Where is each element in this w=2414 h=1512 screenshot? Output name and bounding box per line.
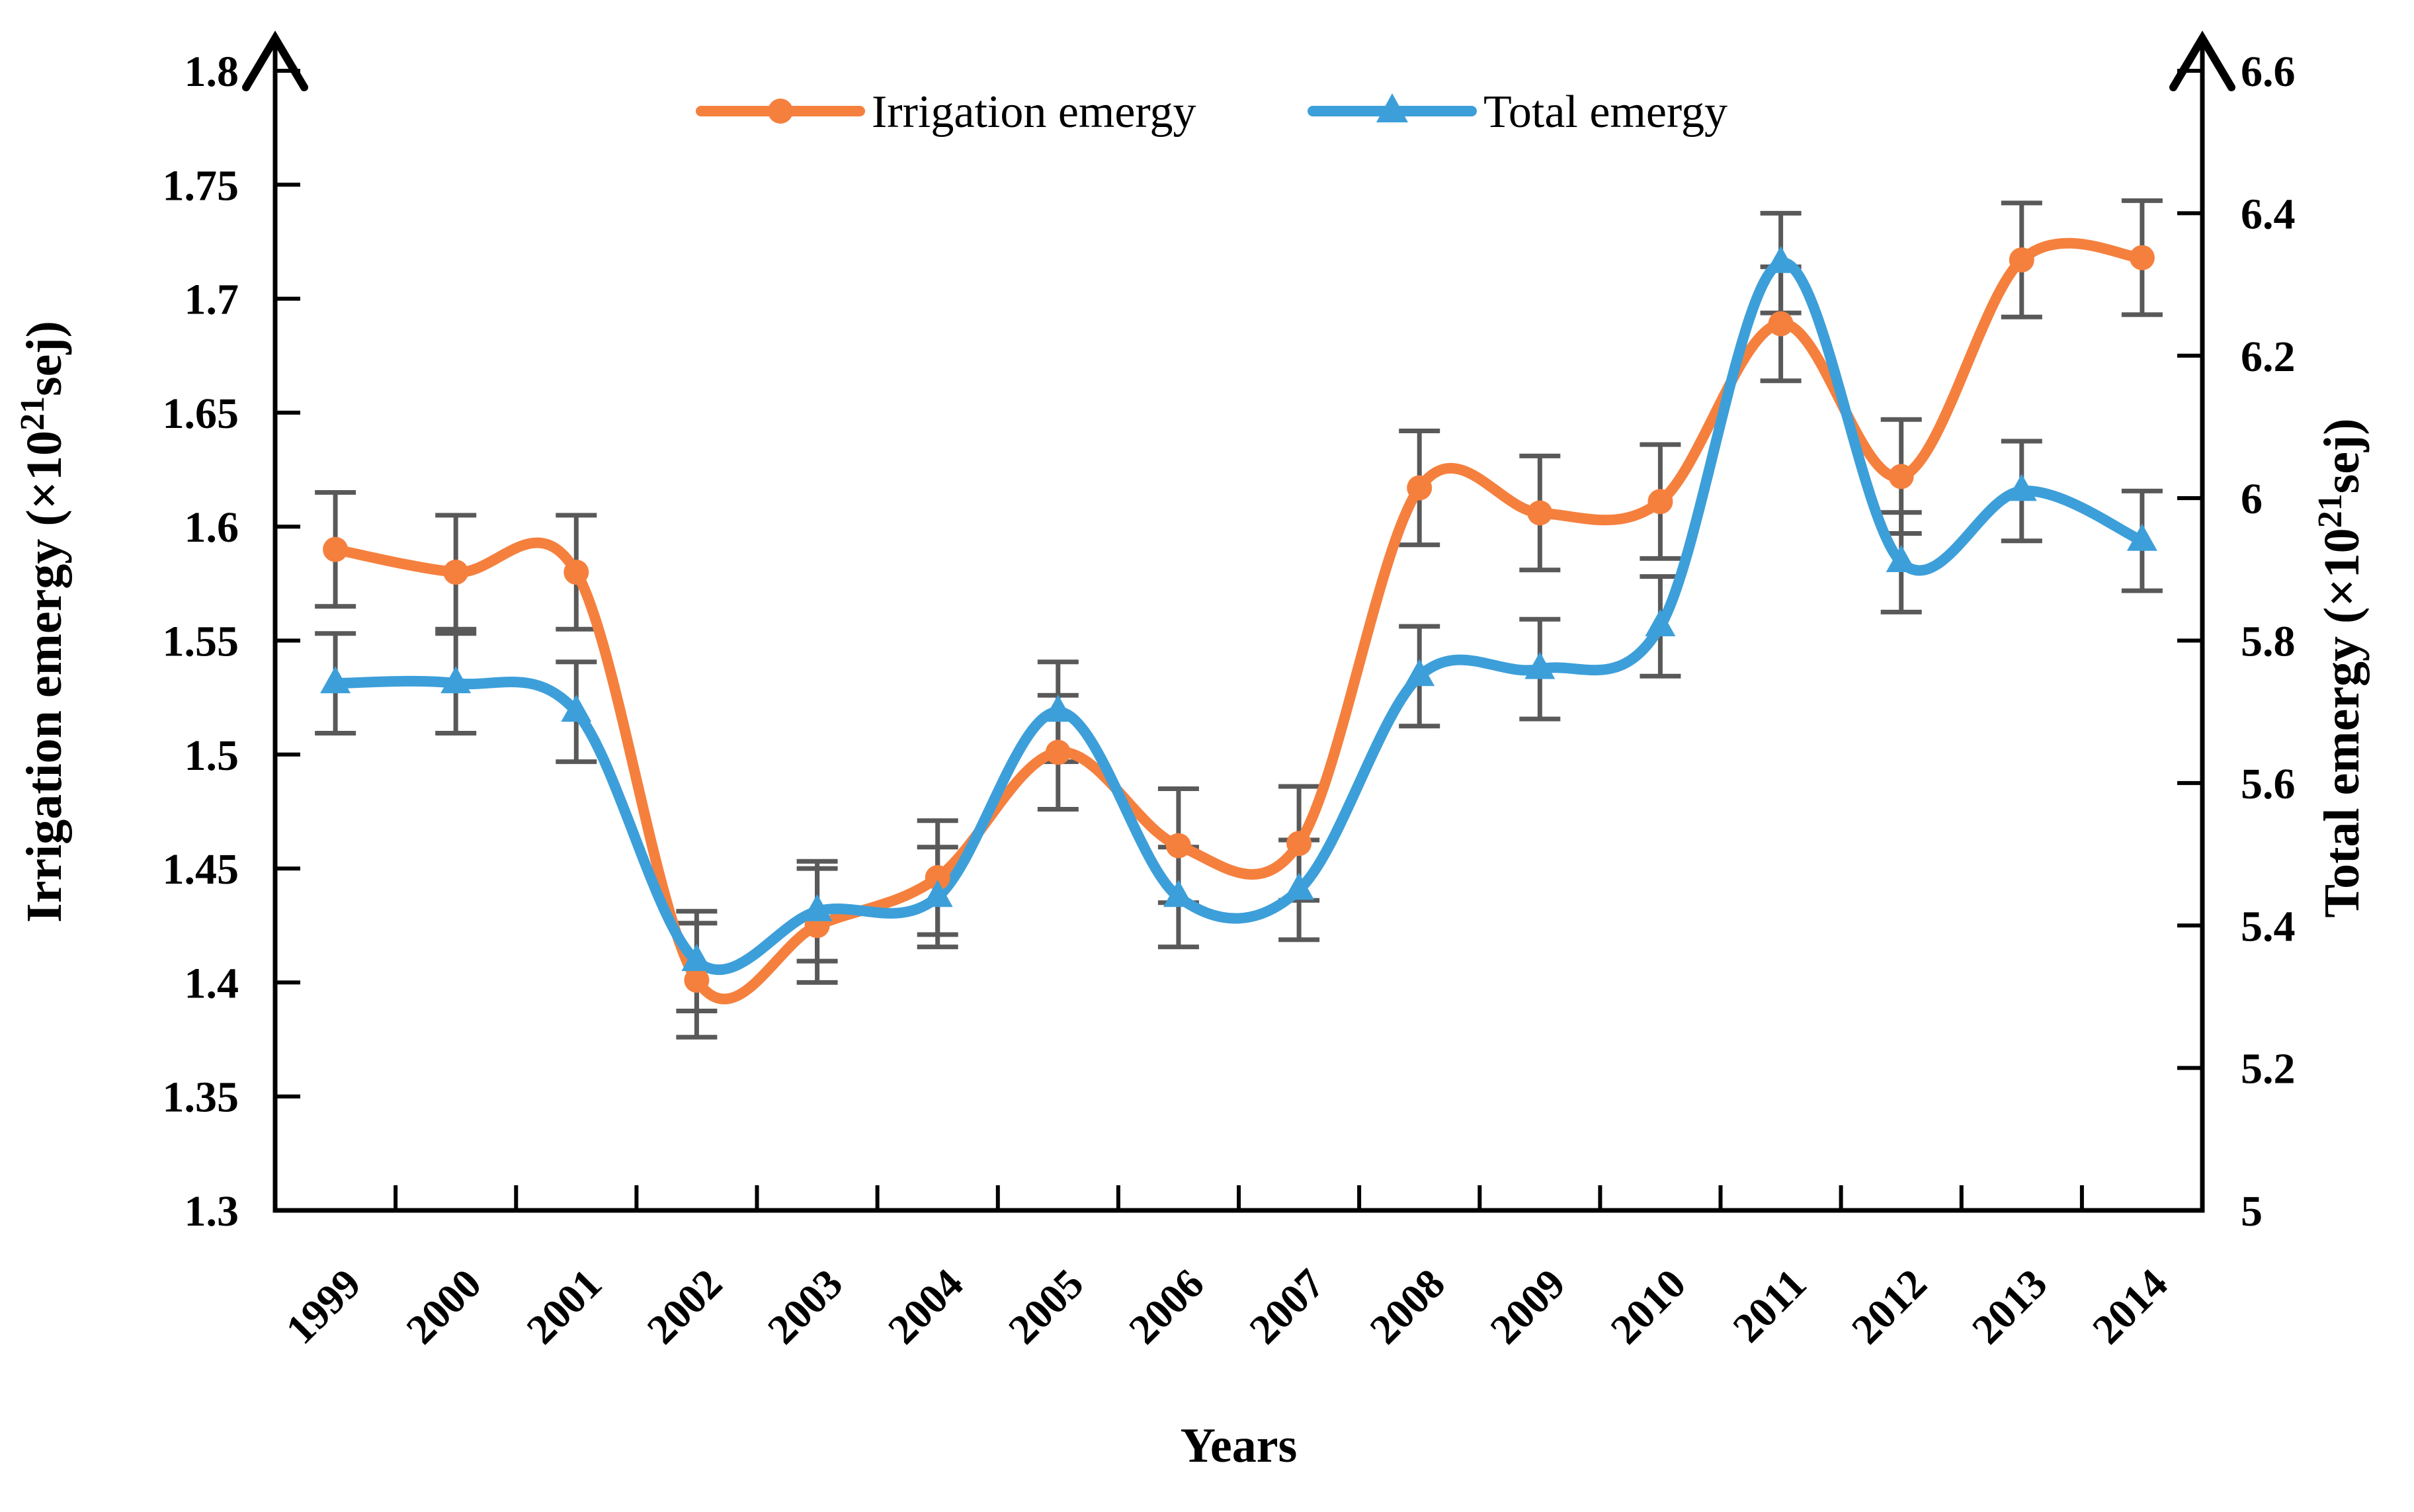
total-marker-triangle-icon bbox=[802, 894, 833, 921]
year-tick-label: 2002 bbox=[638, 1260, 731, 1353]
right-axis-tick-label: 6 bbox=[2241, 475, 2263, 523]
left-axis-tick-label: 1.3 bbox=[185, 1187, 239, 1236]
year-tick-label: 2003 bbox=[759, 1260, 852, 1353]
year-tick-label: 2008 bbox=[1360, 1260, 1454, 1353]
total-marker-triangle-icon bbox=[1524, 651, 1556, 679]
irrigation-marker-circle-icon bbox=[1045, 739, 1071, 765]
irrigation-marker-circle-icon bbox=[1165, 833, 1191, 859]
year-tick-label: 2013 bbox=[1963, 1260, 2056, 1353]
irrigation-marker-circle-icon bbox=[323, 536, 349, 562]
year-tick-label: 2010 bbox=[1602, 1260, 1695, 1353]
total-marker-triangle-icon bbox=[440, 666, 472, 694]
total-marker-triangle-icon bbox=[922, 880, 953, 907]
right-axis-tick-label: 5.2 bbox=[2241, 1045, 2296, 1093]
right-axis-title: Total emergy (×1021sej) bbox=[2311, 418, 2370, 917]
irrigation-marker-circle-icon bbox=[443, 560, 469, 585]
left-axis-tick-label: 1.65 bbox=[163, 390, 239, 438]
legend-item-irrigation: Irrigation emergy bbox=[696, 87, 1196, 138]
tick-labels-layer: 1.8 1.75 1.7 1.65 1.6 1.55 1.5 1.45 1.4 1.35 1.3 6.… bbox=[163, 48, 2296, 1353]
year-tick-label: 2007 bbox=[1240, 1260, 1333, 1353]
legend: Irrigation emergy Total emergy bbox=[696, 87, 1727, 138]
left-axis-tick-label: 1.6 bbox=[185, 503, 239, 552]
axes-layer bbox=[242, 30, 2235, 1213]
total-legend-triangle-icon bbox=[1376, 93, 1408, 122]
year-tick-label: 1999 bbox=[276, 1260, 370, 1353]
year-tick-label: 2009 bbox=[1481, 1260, 1574, 1353]
irrigation-marker-circle-icon bbox=[2009, 247, 2034, 273]
legend-item-total: Total emergy bbox=[1308, 87, 1727, 138]
year-tick-label: 2011 bbox=[1724, 1260, 1815, 1351]
left-axis-tick-label: 1.8 bbox=[185, 48, 239, 96]
total-marker-triangle-icon bbox=[1404, 659, 1435, 687]
irrigation-curve bbox=[330, 237, 2147, 1005]
total-marker-triangle-icon bbox=[1284, 872, 1315, 900]
irrigation-marker-circle-icon bbox=[1286, 831, 1312, 857]
irrigation-legend-circle-icon bbox=[768, 99, 793, 124]
legend-label-total: Total emergy bbox=[1483, 87, 1727, 138]
year-tick-label: 2005 bbox=[999, 1260, 1093, 1353]
year-tick-label: 2012 bbox=[1843, 1260, 1936, 1353]
series-curves-layer bbox=[330, 237, 2147, 1005]
left-axis-tick-label: 1.5 bbox=[185, 732, 239, 780]
right-axis-tick-label: 6.2 bbox=[2241, 333, 2296, 381]
irrigation-marker-circle-icon bbox=[2129, 245, 2155, 271]
total-marker-triangle-icon bbox=[1765, 245, 1796, 273]
year-tick-label: 2014 bbox=[2083, 1260, 2177, 1353]
right-axis-tick-label: 5 bbox=[2241, 1187, 2263, 1236]
right-axis-tick-label: 5.8 bbox=[2241, 618, 2296, 666]
total-marker-triangle-icon bbox=[561, 694, 592, 722]
x-axis-title: Years bbox=[1181, 1419, 1298, 1473]
left-axis-tick-label: 1.7 bbox=[185, 276, 239, 324]
year-tick-label: 2001 bbox=[517, 1260, 610, 1353]
total-marker-triangle-icon bbox=[1645, 609, 1676, 636]
left-axis-tick-label: 1.35 bbox=[163, 1073, 239, 1122]
year-tick-label: 2000 bbox=[397, 1260, 490, 1353]
total-marker-triangle-icon bbox=[681, 944, 712, 972]
year-tick-label: 2004 bbox=[879, 1260, 972, 1353]
irrigation-marker-circle-icon bbox=[925, 864, 950, 890]
total-marker-triangle-icon bbox=[1042, 694, 1073, 722]
axis-titles-layer: Irrigation emergy (×1021sej) Total emergy… bbox=[14, 321, 2370, 923]
right-axis-tick-label: 6.6 bbox=[2241, 48, 2296, 96]
legend-label-irrigation: Irrigation emergy bbox=[872, 87, 1196, 138]
series-markers-layer bbox=[320, 245, 2157, 993]
total-marker-triangle-icon bbox=[2126, 523, 2157, 551]
irrigation-marker-circle-icon bbox=[684, 968, 710, 993]
irrigation-marker-circle-icon bbox=[1407, 475, 1433, 501]
left-axis-tick-label: 1.4 bbox=[185, 959, 239, 1007]
left-axis-tick-label: 1.55 bbox=[163, 618, 239, 666]
irrigation-marker-circle-icon bbox=[563, 560, 589, 585]
right-axis-tick-label: 5.4 bbox=[2241, 902, 2296, 950]
irrigation-marker-circle-icon bbox=[1647, 489, 1673, 515]
total-marker-triangle-icon bbox=[1886, 545, 1917, 572]
irrigation-marker-circle-icon bbox=[1888, 464, 1914, 489]
total-marker-triangle-icon bbox=[320, 666, 351, 694]
right-axis-tick-label: 6.4 bbox=[2241, 190, 2296, 238]
irrigation-marker-circle-icon bbox=[1768, 311, 1794, 337]
right-axis-tick-label: 5.6 bbox=[2241, 760, 2296, 808]
left-axis-tick-label: 1.45 bbox=[163, 845, 239, 894]
year-tick-label: 2006 bbox=[1120, 1260, 1213, 1353]
left-axis-tick-label: 1.75 bbox=[163, 161, 239, 210]
total-marker-triangle-icon bbox=[1163, 880, 1194, 907]
total-marker-triangle-icon bbox=[2006, 474, 2037, 501]
irrigation-marker-circle-icon bbox=[1527, 500, 1553, 526]
total-curve bbox=[330, 257, 2147, 976]
left-axis-title: Irrigation emergy (×1021sej) bbox=[14, 321, 72, 923]
